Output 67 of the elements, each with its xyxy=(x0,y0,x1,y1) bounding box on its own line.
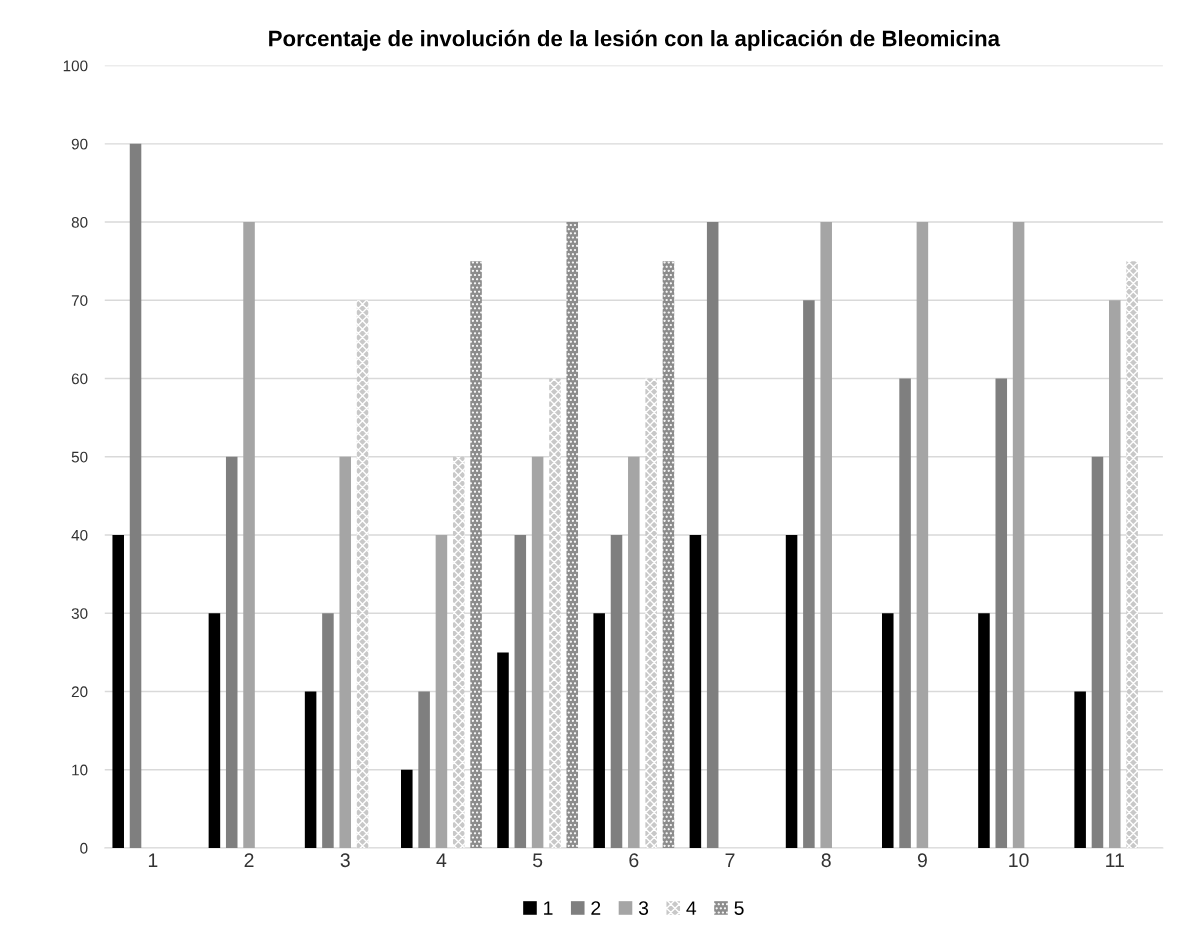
bar xyxy=(470,261,482,848)
y-tick-label: 60 xyxy=(71,373,88,385)
bar xyxy=(497,652,509,848)
legend-label: 3 xyxy=(638,901,649,915)
bar xyxy=(208,613,221,848)
bar xyxy=(401,769,413,848)
legend-label: 4 xyxy=(686,901,697,915)
bar xyxy=(628,456,640,848)
bar xyxy=(916,222,929,848)
bar xyxy=(322,613,334,848)
x-tick-label: 4 xyxy=(436,853,447,867)
bar xyxy=(593,613,605,848)
x-tick-label: 2 xyxy=(244,853,254,867)
bar xyxy=(881,613,894,848)
bar xyxy=(112,535,124,848)
bar xyxy=(304,691,317,848)
bar xyxy=(1109,300,1121,848)
x-tick-label: 7 xyxy=(725,853,735,867)
bar xyxy=(706,222,719,848)
x-tick-label: 9 xyxy=(917,853,927,868)
bar xyxy=(1091,456,1104,848)
x-tick-label: 5 xyxy=(532,853,543,868)
bar xyxy=(820,222,832,848)
chart-title: Porcentaje de involución de la lesión con la aplicación de Bleomicina xyxy=(269,29,1001,51)
y-tick-label: 100 xyxy=(63,60,88,72)
bar xyxy=(225,456,238,848)
bar xyxy=(339,456,352,848)
legend-label: 5 xyxy=(734,901,744,915)
y-tick-label: 30 xyxy=(71,608,88,619)
bar xyxy=(452,456,465,848)
y-tick-label: 20 xyxy=(71,686,88,698)
bar xyxy=(689,535,702,848)
legend-label: 1 xyxy=(544,901,553,915)
x-tick-label: 3 xyxy=(340,853,350,868)
bar xyxy=(418,691,430,848)
bar xyxy=(662,261,675,848)
x-tick-label: 1 xyxy=(148,853,158,867)
y-tick-label: 70 xyxy=(71,295,88,306)
bar xyxy=(645,378,657,848)
bar xyxy=(803,300,815,848)
y-tick-label: 10 xyxy=(72,764,88,776)
x-tick-label: 11 xyxy=(1106,853,1124,867)
bar xyxy=(610,535,623,848)
bar xyxy=(243,222,255,848)
y-tick-label: 80 xyxy=(71,216,88,228)
bar xyxy=(1074,691,1086,848)
bar xyxy=(531,456,544,848)
y-tick-label: 50 xyxy=(71,451,88,463)
bar xyxy=(978,613,990,848)
y-tick-label: 40 xyxy=(71,529,88,541)
bar xyxy=(995,378,1008,848)
bar xyxy=(549,378,561,848)
bar xyxy=(435,535,448,848)
bar xyxy=(514,535,527,848)
y-tick-label: 0 xyxy=(80,842,88,854)
bar xyxy=(566,222,579,848)
bar xyxy=(899,378,911,848)
bar xyxy=(356,300,369,848)
bar xyxy=(129,143,142,848)
x-tick-label: 8 xyxy=(821,853,831,868)
legend-label: 2 xyxy=(591,901,601,915)
x-tick-label: 10 xyxy=(1009,853,1029,868)
bar xyxy=(1012,222,1025,848)
x-tick-label: 6 xyxy=(629,853,639,868)
y-tick-label: 90 xyxy=(71,138,88,150)
bar xyxy=(785,535,798,848)
bar xyxy=(1126,261,1138,848)
